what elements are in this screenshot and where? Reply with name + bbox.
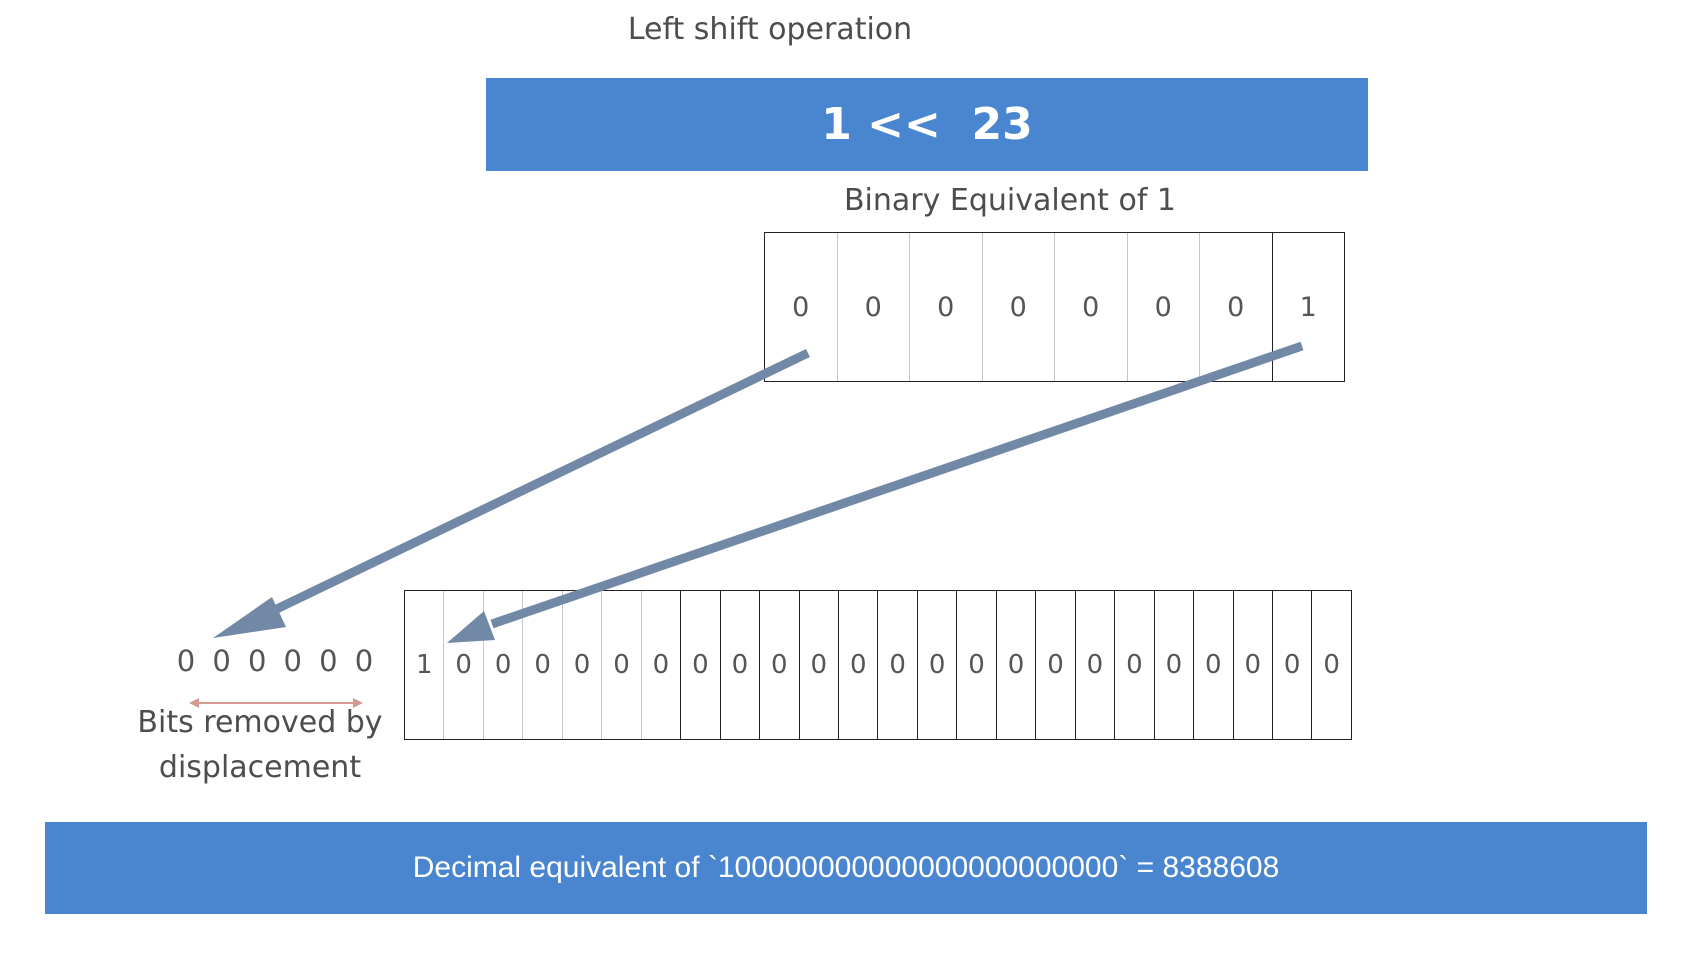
removed-bit-2: 0 <box>247 644 267 678</box>
result-bit-cell-12: 0 <box>878 591 918 739</box>
result-bit-cell-3: 0 <box>523 591 563 739</box>
result-bit-cell-1: 0 <box>444 591 484 739</box>
zeros-shift-arrow-line <box>256 348 810 623</box>
source-bit-cell-5: 0 <box>1128 233 1200 381</box>
removed-bits-label: Bits removed by displacement <box>137 705 383 785</box>
removed-bit-3: 0 <box>283 644 302 678</box>
result-bit-cell-21: 0 <box>1234 591 1273 739</box>
operation-banner: 1 << 23 <box>486 78 1368 171</box>
zeros-shift-arrowhead <box>213 597 286 638</box>
removed-bit-4: 0 <box>319 644 338 678</box>
result-bit-cell-6: 0 <box>642 591 682 739</box>
result-bit-cell-9: 0 <box>760 591 800 739</box>
source-bit-cell-4: 0 <box>1055 233 1128 381</box>
source-bit-cell-1: 0 <box>838 233 910 381</box>
result-bit-cell-18: 0 <box>1115 591 1155 739</box>
source-bit-cell-2: 0 <box>910 233 983 381</box>
result-bit-cell-14: 0 <box>957 591 997 739</box>
result-bit-cell-2: 0 <box>484 591 524 739</box>
result-bit-cell-22: 0 <box>1273 591 1313 739</box>
result-bit-cell-4: 0 <box>563 591 603 739</box>
result-bit-cell-20: 0 <box>1194 591 1234 739</box>
result-bit-cell-17: 0 <box>1076 591 1116 739</box>
result-bit-cell-13: 0 <box>918 591 958 739</box>
operation-expression: 1 << 23 <box>821 99 1033 150</box>
source-bit-cell-3: 0 <box>983 233 1055 381</box>
decimal-result-text: Decimal equivalent of `10000000000000000… <box>412 851 1280 884</box>
result-bit-cell-0: 1 <box>405 591 445 739</box>
removed-bit-0: 0 <box>176 644 196 678</box>
source-bit-cell-7: 1 <box>1299 291 1317 323</box>
result-bit-cell-10: 0 <box>800 591 839 739</box>
source-bit-cell-6: 0 <box>1200 233 1273 381</box>
result-bit-cell-15: 0 <box>997 591 1037 739</box>
result-bit-cell-7: 0 <box>681 591 721 739</box>
binary-equivalent-label: Binary Equivalent of 1 <box>843 183 1177 218</box>
result-bit-cell-19: 0 <box>1155 591 1195 739</box>
removed-bit-5: 0 <box>354 644 374 678</box>
result-bit-cell-16: 0 <box>1036 591 1076 739</box>
diagram-title: Left shift operation <box>627 12 913 47</box>
result-bit-cell-5: 0 <box>602 591 642 739</box>
result-bit-cell-11: 0 <box>839 591 879 739</box>
removed-bit-1: 0 <box>212 644 231 678</box>
one-shift-arrow-line <box>490 341 1304 629</box>
decimal-result-banner: Decimal equivalent of `10000000000000000… <box>45 822 1647 914</box>
result-bit-cell-23: 0 <box>1323 650 1340 680</box>
source-bit-cell-0: 0 <box>765 233 838 381</box>
result-bit-cell-8: 0 <box>721 591 761 739</box>
